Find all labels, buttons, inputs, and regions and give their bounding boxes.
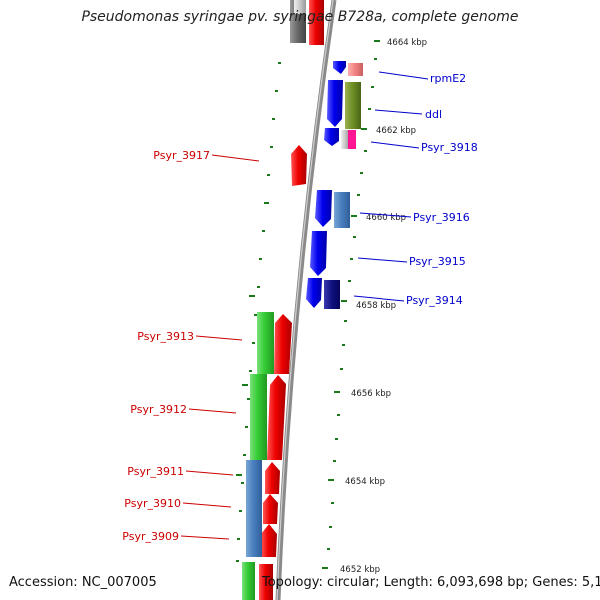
label-Psyr_3918[interactable]: Psyr_3918 bbox=[421, 141, 478, 154]
gene-forward-small[interactable] bbox=[333, 61, 346, 74]
gene-ddl[interactable] bbox=[345, 82, 361, 129]
label-Psyr_3912[interactable]: Psyr_3912 bbox=[130, 403, 187, 416]
outer-tick-ring bbox=[322, 40, 380, 569]
label-Psyr_3914[interactable]: Psyr_3914 bbox=[406, 294, 463, 307]
gene-Psyr_3916-left[interactable] bbox=[315, 190, 332, 227]
label-Psyr_3913[interactable]: Psyr_3913 bbox=[137, 330, 194, 343]
gene-forward-3918-left[interactable] bbox=[324, 128, 339, 146]
tick-label-4662: 4662 kbp bbox=[376, 126, 416, 136]
gene-Psyr_3916[interactable] bbox=[334, 192, 350, 228]
forward-label-lines bbox=[353, 71, 429, 302]
gene-Psyr_3910[interactable] bbox=[263, 494, 278, 524]
label-Psyr_3910[interactable]: Psyr_3910 bbox=[124, 497, 181, 510]
gene-Psyr_3912[interactable] bbox=[267, 375, 286, 460]
gene-Psyr_3914-left[interactable] bbox=[306, 278, 322, 308]
tick-label-4660: 4660 kbp bbox=[366, 213, 406, 223]
gene-top-silver[interactable] bbox=[294, 0, 306, 14]
gene-bottom-green[interactable] bbox=[242, 562, 255, 600]
tick-label-4658: 4658 kbp bbox=[356, 301, 396, 311]
gene-Psyr_3913-green[interactable] bbox=[257, 312, 274, 374]
gene-Psyr_3917[interactable] bbox=[291, 145, 307, 186]
label-Psyr_3917[interactable]: Psyr_3917 bbox=[153, 149, 210, 162]
inner-tick-ring bbox=[236, 62, 281, 562]
gene-rpmE2[interactable] bbox=[348, 63, 363, 76]
tick-label-4656: 4656 kbp bbox=[351, 389, 391, 399]
gene-forward-ddl-left[interactable] bbox=[327, 80, 343, 127]
label-rpmE2[interactable]: rpmE2 bbox=[430, 72, 466, 85]
gene-Psyr_3911[interactable] bbox=[265, 462, 280, 494]
gene-Psyr_3912-green[interactable] bbox=[250, 374, 267, 460]
gene-Psyr_3913[interactable] bbox=[274, 314, 292, 374]
gene-Psyr_3909[interactable] bbox=[261, 524, 277, 557]
label-Psyr_3916[interactable]: Psyr_3916 bbox=[413, 211, 470, 224]
gene-Psyr_3918-silver[interactable] bbox=[341, 130, 349, 149]
gene-top-red[interactable] bbox=[309, 0, 324, 45]
reverse-label-lines bbox=[180, 154, 260, 540]
gene-Psyr_3914[interactable] bbox=[324, 280, 340, 309]
gene-Psyr_3915[interactable] bbox=[310, 231, 327, 276]
label-Psyr_3909[interactable]: Psyr_3909 bbox=[122, 530, 179, 543]
tick-label-4654: 4654 kbp bbox=[345, 477, 385, 487]
gene-Psyr_3918[interactable] bbox=[348, 130, 356, 149]
map-title-overlay: Pseudomonas syringae pv. syringae B728a,… bbox=[81, 9, 519, 25]
tick-label-4664: 4664 kbp bbox=[387, 38, 427, 48]
topology-text: Topology: circular; Length: 6,093,698 bp… bbox=[262, 575, 600, 590]
gene-Psyr_3911-steel[interactable] bbox=[246, 460, 262, 557]
backbone bbox=[275, 0, 337, 600]
accession-text: Accession: NC_007005 bbox=[9, 575, 157, 590]
label-Psyr_3911[interactable]: Psyr_3911 bbox=[127, 465, 184, 478]
gene-bottom-red[interactable] bbox=[259, 564, 273, 600]
label-Psyr_3915[interactable]: Psyr_3915 bbox=[409, 255, 466, 268]
tick-label-4652: 4652 kbp bbox=[340, 565, 380, 575]
label-ddl[interactable]: ddl bbox=[425, 108, 442, 121]
